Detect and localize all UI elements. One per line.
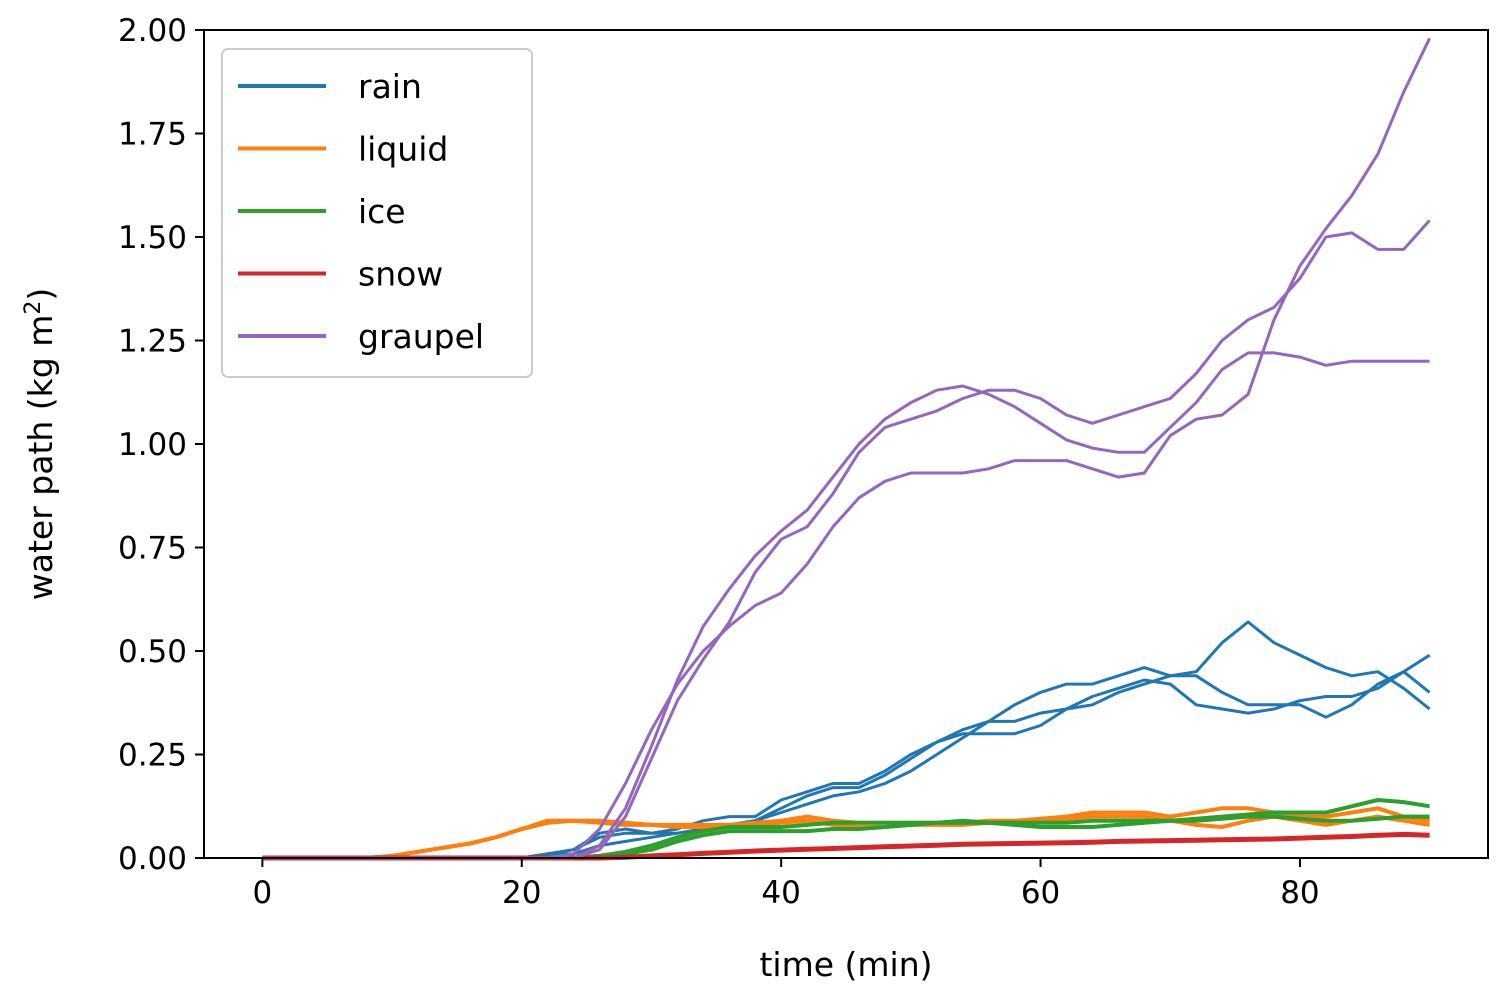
x-axis: 0 20 40 60 80 [252,858,1320,911]
y-tick-label: 1.25 [118,324,187,360]
x-tick-label: 0 [252,875,272,911]
legend-label-snow: snow [358,255,443,294]
y-axis-label-end: ) [21,288,60,301]
y-tick-label: 0.75 [118,531,187,567]
x-axis-label: time (min) [759,945,932,984]
y-tick-label: 1.00 [118,427,187,463]
y-axis: 0.00 0.25 0.50 0.75 1.00 1.25 1.50 1.75 2.00 [118,13,204,877]
x-tick-label: 60 [1021,875,1060,911]
y-axis-label-sup: 2 [21,301,46,315]
y-tick-label: 1.75 [118,117,187,153]
y-tick-label: 1.50 [118,220,187,256]
x-tick-label: 40 [761,875,800,911]
y-tick-label: 2.00 [118,13,187,49]
series-line-snow [262,831,1430,861]
x-tick-label: 80 [1280,875,1319,911]
legend-label-graupel: graupel [358,317,484,356]
x-tick-label: 20 [502,875,541,911]
y-tick-label: 0.50 [118,634,187,670]
legend-items: rain liquid ice snow graupel [238,67,484,356]
legend: rain liquid ice snow graupel [221,48,533,378]
y-axis-label-main: water path (kg m [21,315,60,601]
legend-label-ice: ice [358,192,406,231]
y-tick-label: 0.25 [118,738,187,774]
legend-label-rain: rain [358,67,422,106]
series-line-liquid [262,814,1430,860]
y-tick-label: 0.00 [118,841,187,877]
legend-label-liquid: liquid [358,130,448,169]
y-axis-label: water path (kg m2) [21,288,60,600]
legend-box [221,48,533,378]
